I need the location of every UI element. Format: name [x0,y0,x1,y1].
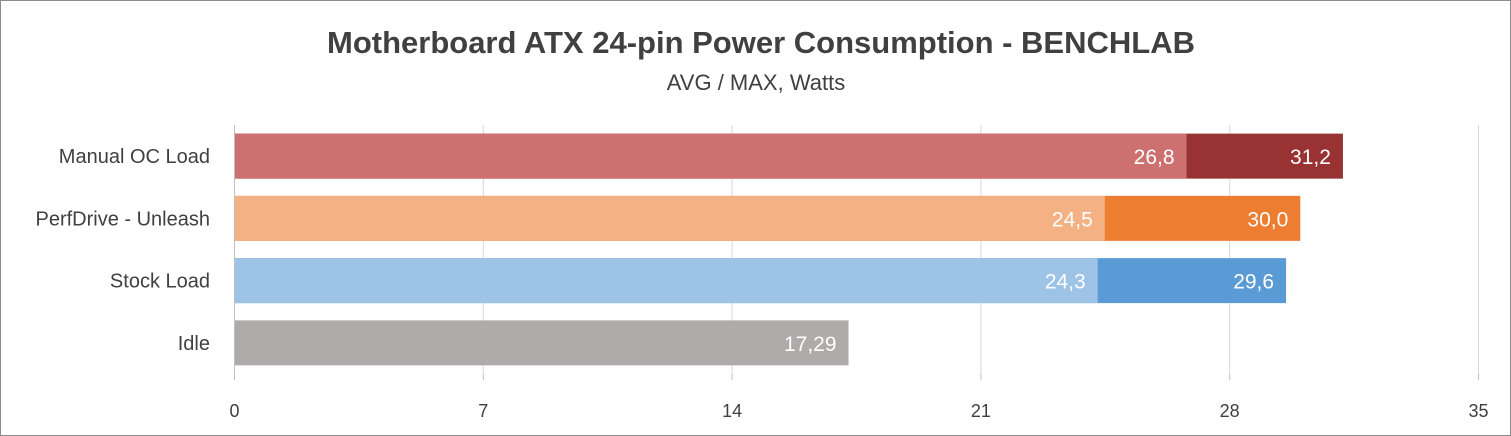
bar-stock-load-avg [235,258,1098,304]
bar-idle-avg [235,320,849,366]
category-label-stock-load: Stock Load [110,271,210,293]
chart-subtitle: AVG / MAX, Watts [667,70,845,95]
bar-manual-oc-load-avg [235,133,1187,179]
data-label-manual-oc-load-max: 31,2 [1290,146,1331,169]
axes: 0 7 14 21 28 35 Manual OC Load PerfDrive - Unle… [35,125,1489,421]
bar-perfdrive-unleash-avg [235,195,1105,241]
category-label-perfdrive-unleash: PerfDrive - Unleash [35,208,210,230]
x-tick-label-14: 14 [722,401,742,421]
category-label-manual-oc-load: Manual OC Load [59,146,210,168]
x-tick-label-35: 35 [1468,401,1488,421]
bars: 31,2 26,8 30,0 24,5 29,6 24,3 17,29 [235,133,1343,366]
x-tick-label-28: 28 [1220,401,1240,421]
x-tick-label-0: 0 [229,401,239,421]
data-label-perfdrive-unleash-max: 30,0 [1247,208,1288,231]
data-label-stock-load-avg: 24,3 [1045,271,1086,294]
data-label-stock-load-max: 29,6 [1233,271,1274,294]
category-label-idle: Idle [178,333,210,355]
data-label-manual-oc-load-avg: 26,8 [1134,146,1175,169]
data-label-idle-avg: 17,29 [784,333,837,356]
chart-title: Motherboard ATX 24-pin Power Consumption… [327,25,1195,60]
x-tick-label-21: 21 [971,401,991,421]
data-label-perfdrive-unleash-avg: 24,5 [1052,208,1093,231]
x-tick-label-7: 7 [478,401,488,421]
